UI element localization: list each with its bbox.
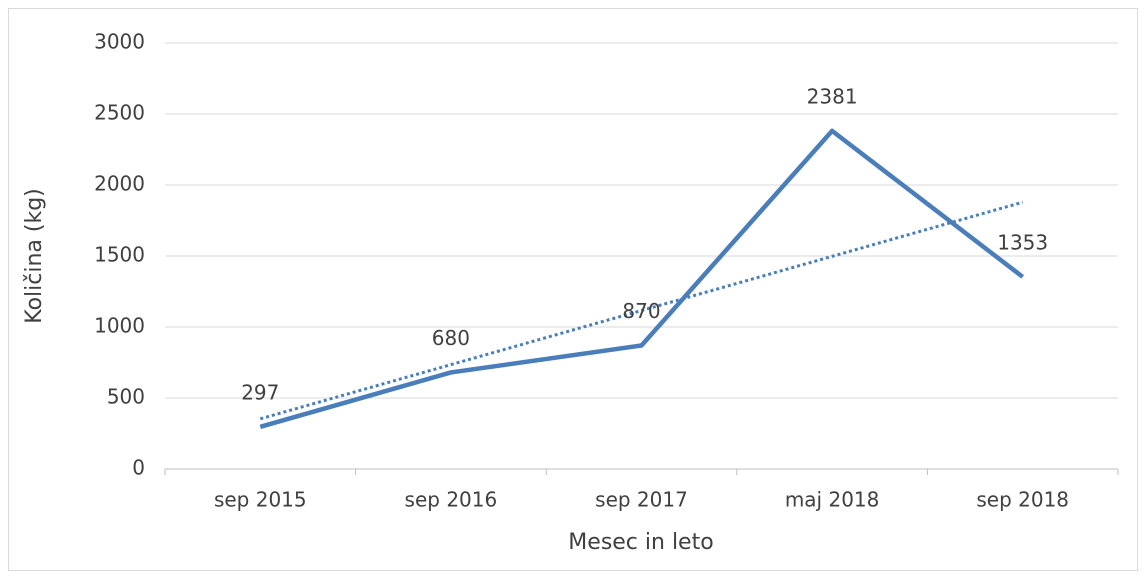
- x-tick-label: sep 2017: [595, 488, 688, 512]
- chart-border: [8, 8, 1138, 571]
- trendline: [259, 200, 1024, 421]
- x-axis-title: Mesec in leto: [568, 530, 713, 555]
- data-label: 870: [622, 299, 660, 323]
- data-label: 1353: [997, 230, 1048, 254]
- x-tick-label: sep 2018: [976, 488, 1069, 512]
- data-line: [259, 128, 1025, 429]
- x-tick-label: sep 2015: [214, 488, 307, 512]
- y-tick-label: 0: [132, 456, 145, 480]
- y-axis-title: Količina (kg): [22, 188, 47, 324]
- x-tick-label: maj 2018: [785, 488, 880, 512]
- y-tick-label: 1500: [94, 243, 145, 267]
- y-tick-label: 2500: [94, 101, 145, 125]
- x-tick-label: sep 2016: [405, 488, 498, 512]
- data-label: 2381: [807, 84, 858, 108]
- y-tick-label: 2000: [94, 172, 145, 196]
- data-label: 680: [432, 326, 470, 350]
- y-tick-label: 500: [107, 385, 145, 409]
- y-tick-label: 1000: [94, 314, 145, 338]
- data-label: 297: [241, 380, 279, 404]
- y-tick-label: 3000: [94, 30, 145, 54]
